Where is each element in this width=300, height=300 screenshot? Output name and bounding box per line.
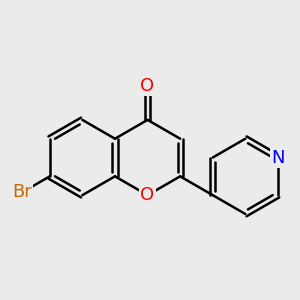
Text: O: O xyxy=(140,77,154,95)
Text: N: N xyxy=(271,148,285,166)
Text: Br: Br xyxy=(12,183,32,201)
Text: O: O xyxy=(140,186,154,204)
